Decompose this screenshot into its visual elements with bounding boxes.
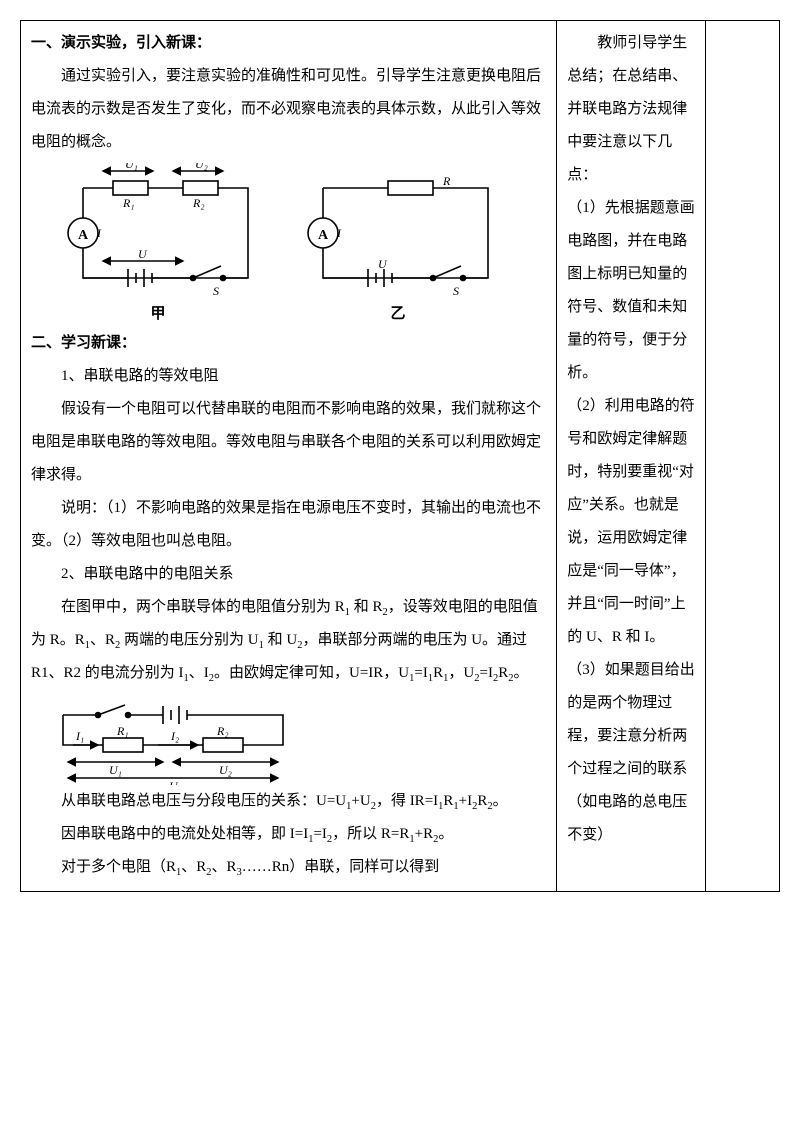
svg-text:R₁: R₁: [116, 724, 129, 738]
circuit-diagram-yi: A R I U S 乙: [283, 163, 513, 323]
subsection-2-title: 2、串联电路中的电阻关系: [31, 558, 546, 591]
svg-text:U₁: U₁: [109, 763, 122, 777]
svg-text:I₁: I₁: [75, 729, 84, 743]
svg-text:U₁: U₁: [125, 163, 138, 171]
side-column: 教师引导学生总结；在总结串、并联电路方法规律中要注意以下几点： （1）先根据题意…: [557, 21, 706, 892]
main-column: 一、演示实验，引入新课： 通过实验引入，要注意实验的准确性和可见性。引导学生注意…: [21, 21, 557, 892]
svg-text:R: R: [442, 174, 451, 188]
subsection-2-p4: 对于多个电阻（R1、R2、R3……Rn）串联，同样可以得到: [31, 851, 546, 884]
figure-row-1: A: [43, 163, 546, 323]
svg-text:U: U: [138, 247, 148, 261]
circuit-diagram-jia: A: [43, 163, 273, 323]
subsection-2-p3: 因串联电路中的电流处处相等，即 I=I1=I2，所以 R=R1+R2。: [31, 818, 546, 851]
svg-text:I: I: [96, 226, 102, 240]
side-p1: 教师引导学生总结；在总结串、并联电路方法规律中要注意以下几点：: [567, 27, 695, 192]
fig-jia-caption: 甲: [150, 305, 165, 322]
svg-text:A: A: [78, 228, 89, 243]
blank-column: [706, 21, 780, 892]
svg-text:I₂: I₂: [170, 729, 179, 743]
section-2-heading: 二、学习新课：: [31, 327, 546, 360]
subsection-2-p2: 从串联电路总电压与分段电压的关系：U=U1+U2，得 IR=I1R1+I2R2。: [31, 785, 546, 818]
svg-text:R₂: R₂: [192, 196, 205, 210]
section-1-heading: 一、演示实验，引入新课：: [31, 27, 546, 60]
lesson-table: 一、演示实验，引入新课： 通过实验引入，要注意实验的准确性和可见性。引导学生注意…: [20, 20, 780, 892]
circuit-diagram-series: I₁R₁ I₂R₂ U₁U₂ U: [43, 690, 546, 785]
svg-text:A: A: [318, 228, 329, 243]
svg-text:U₂: U₂: [219, 763, 232, 777]
side-p2: （1）先根据题意画电路图，并在电路图上标明已知量的符号、数值和未知量的符号，便于…: [567, 192, 695, 390]
subsection-1-title: 1、串联电路的等效电阻: [31, 360, 546, 393]
svg-text:R₂: R₂: [216, 724, 229, 738]
svg-text:U: U: [378, 257, 388, 271]
svg-text:R₁: R₁: [122, 196, 135, 210]
svg-text:S: S: [453, 284, 459, 298]
svg-text:I: I: [336, 226, 342, 240]
svg-text:U₂: U₂: [195, 163, 208, 171]
fig-yi-caption: 乙: [390, 306, 405, 322]
subsection-2-p1: 在图甲中，两个串联导体的电阻值分别为 R1 和 R2，设等效电阻的电阻值为 R。…: [31, 591, 546, 690]
section-1-para: 通过实验引入，要注意实验的准确性和可见性。引导学生注意更换电阻后电流表的示数是否…: [31, 60, 546, 159]
svg-text:S: S: [213, 284, 219, 298]
subsection-1-p2: 说明：（1）不影响电路的效果是指在电源电压不变时，其输出的电流也不变。（2）等效…: [31, 492, 546, 558]
side-p4: （3）如果题目给出的是两个物理过程，要注意分析两个过程之间的联系（如电路的总电压…: [567, 654, 695, 852]
subsection-1-p1: 假设有一个电阻可以代替串联的电阻而不影响电路的效果，我们就称这个电阻是串联电路的…: [31, 393, 546, 492]
side-p3: （2）利用电路的符号和欧姆定律解题时，特别要重视“对应”关系。也就是说，运用欧姆…: [567, 390, 695, 654]
